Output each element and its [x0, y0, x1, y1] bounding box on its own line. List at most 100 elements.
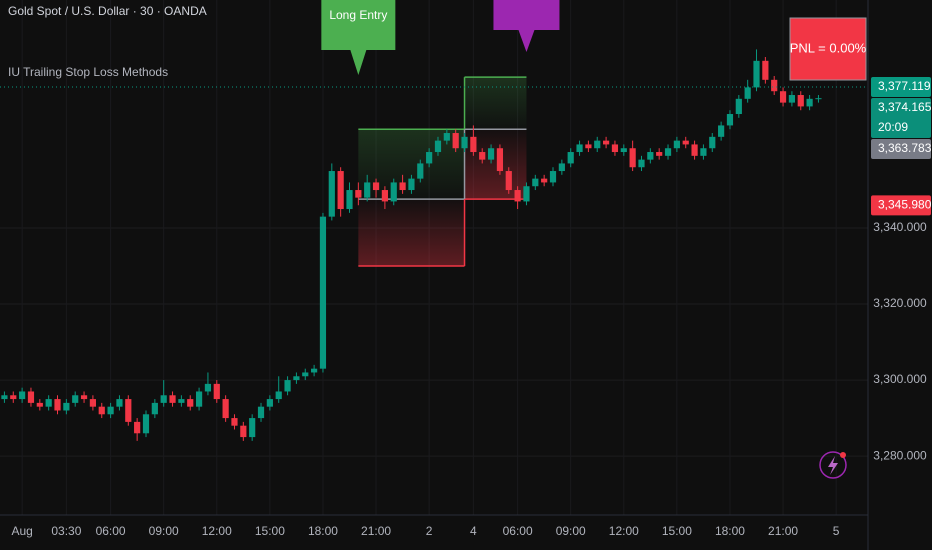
candle-body	[1, 395, 8, 400]
candle-body	[726, 114, 734, 126]
x-tick-label: Aug	[11, 524, 32, 538]
candle-body	[558, 163, 565, 172]
x-tick-label: 18:00	[308, 524, 338, 538]
price-tag	[871, 195, 931, 216]
candle-body	[691, 144, 698, 156]
price-tag-label: 3,377.119	[878, 79, 931, 93]
candle-body	[328, 171, 335, 217]
candle-body	[638, 159, 645, 168]
candle-body	[541, 178, 548, 183]
candle-body	[364, 182, 371, 198]
annotation-label	[321, 0, 396, 75]
annotation-label	[493, 0, 560, 52]
x-tick-label: 06:00	[503, 524, 533, 538]
x-tick-label: 15:00	[662, 524, 692, 538]
indicator-name: IU Trailing Stop Loss Methods	[8, 65, 168, 79]
candle-body	[762, 60, 769, 80]
candle-body	[80, 395, 88, 400]
x-tick-label: 09:00	[149, 524, 179, 538]
price-tag-label: 3,363.783	[878, 141, 932, 155]
candle-body	[434, 140, 442, 153]
pnl-text: PNL = 0.00%	[790, 40, 867, 55]
candle-body	[718, 125, 725, 137]
candle-body	[664, 148, 672, 156]
candle-body	[735, 98, 742, 115]
candle-body	[417, 163, 424, 179]
candle-body	[36, 402, 43, 407]
candle-body	[771, 79, 778, 92]
candle-body	[602, 140, 610, 145]
price-tag-label: 3,374.165	[878, 100, 932, 114]
candle-body	[19, 391, 26, 400]
icon-dot	[840, 452, 846, 458]
candle-body	[576, 144, 583, 153]
candle-body	[399, 182, 406, 191]
candle-body	[470, 136, 477, 153]
lightning-icon[interactable]	[819, 451, 847, 479]
candle-body	[72, 395, 79, 403]
annotation-text: Long Entry	[329, 8, 387, 22]
candle-body	[611, 144, 619, 153]
candle-body	[514, 190, 521, 202]
candle-body	[142, 414, 150, 434]
candle-body	[496, 148, 504, 172]
x-tick-label: 2	[426, 524, 433, 538]
y-tick-label: 3,280.000	[873, 448, 927, 462]
candle-body	[426, 152, 433, 164]
candle-body	[116, 399, 123, 407]
candle-body	[98, 406, 105, 415]
x-tick-label: 03:30	[51, 524, 81, 538]
candle-body	[293, 376, 300, 381]
candle-body	[213, 383, 220, 400]
candle-body	[523, 186, 530, 202]
candle-body	[125, 399, 132, 422]
candle-body	[10, 395, 17, 400]
x-tick-label: 06:00	[96, 524, 126, 538]
candle-body	[346, 190, 353, 210]
price-tag-label: 3,345.980	[878, 197, 932, 211]
candle-body	[240, 425, 247, 438]
x-tick-label: 15:00	[255, 524, 285, 538]
candle-body	[461, 136, 468, 149]
candle-body	[151, 402, 158, 415]
candle-body	[284, 380, 291, 392]
chart-title: Gold Spot / U.S. Dollar · 30 · OANDA	[8, 4, 207, 18]
candle-body	[682, 140, 689, 145]
x-tick-label: 18:00	[715, 524, 745, 538]
candle-body	[487, 148, 495, 160]
price-tag	[871, 97, 931, 138]
candle-body	[107, 406, 114, 415]
candle-body	[231, 418, 238, 426]
candle-body	[275, 391, 282, 400]
candle-body	[178, 399, 185, 403]
candle-body	[788, 95, 796, 103]
candle-body	[319, 216, 327, 369]
candle-body	[753, 60, 760, 88]
candle-body	[479, 152, 486, 160]
candle-body	[647, 152, 654, 160]
candle-body	[673, 140, 680, 149]
candle-body	[656, 152, 663, 156]
candle-body	[89, 399, 97, 407]
candle-body	[390, 182, 397, 202]
candle-body	[585, 144, 592, 149]
candle-body	[815, 98, 822, 100]
pnl-box	[789, 17, 867, 81]
x-tick-label: 12:00	[609, 524, 639, 538]
candle-body	[372, 182, 380, 191]
price-tag	[871, 76, 931, 97]
candle-body	[257, 406, 265, 419]
candle-body	[709, 136, 716, 149]
candle-body	[249, 418, 256, 438]
candle-body	[355, 190, 362, 198]
candle-body	[381, 190, 388, 202]
candle-body	[806, 98, 813, 107]
candle-body	[532, 178, 539, 187]
candle-body	[408, 178, 415, 191]
candle-body	[222, 399, 229, 419]
candle-body	[700, 148, 707, 156]
candle-body	[311, 368, 318, 373]
x-tick-label: 4	[470, 524, 477, 538]
candle-body	[266, 399, 273, 407]
